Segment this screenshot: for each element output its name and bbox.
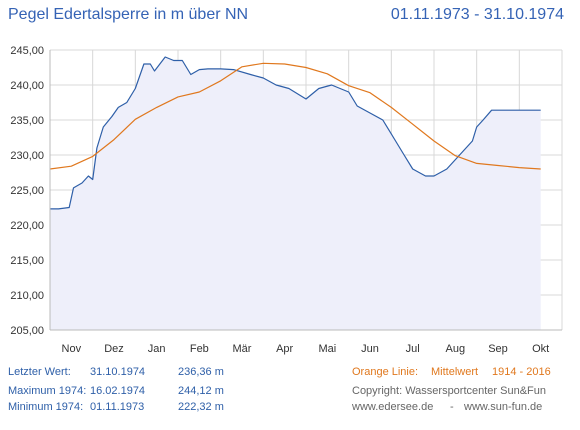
x-tick-label: Mär: [233, 343, 252, 355]
link-sun-fun[interactable]: www.sun-fun.de: [464, 401, 543, 413]
orange-line-years: 1914 - 2016: [492, 366, 551, 378]
max-value: 244,12 m: [178, 385, 224, 397]
x-tick-label: Mai: [318, 343, 336, 355]
y-tick-label: 240,00: [10, 80, 44, 92]
y-tick-label: 220,00: [10, 220, 44, 232]
link-edersee[interactable]: www.edersee.de: [352, 401, 434, 413]
x-tick-label: Jul: [406, 343, 420, 355]
series-line-0: [50, 56, 541, 210]
last-value-date: 31.10.1974: [90, 366, 146, 378]
x-tick-label: Okt: [532, 343, 549, 355]
water-level-chart: 205,00 210,00 215,00 220,00 225,00 230,00 235,…: [10, 45, 563, 355]
x-tick-label: Feb: [190, 343, 209, 355]
link-separator: -: [450, 401, 454, 413]
min-label: Minimum 1974:: [8, 401, 84, 413]
y-tick-label: 230,00: [10, 150, 44, 162]
last-value-label: Letzter Wert:: [8, 366, 71, 378]
chart-title: Pegel Edertalsperre in m über NN: [8, 6, 249, 23]
min-value: 222,32 m: [178, 401, 224, 413]
y-tick-label: 210,00: [10, 290, 44, 302]
y-tick-label: 215,00: [10, 255, 44, 267]
copyright: Copyright: Wassersportcenter Sun&Fun: [352, 385, 547, 397]
x-tick-label: Apr: [276, 343, 293, 355]
y-tick-label: 205,00: [10, 325, 44, 337]
max-label: Maximum 1974:: [8, 385, 87, 397]
min-date: 01.11.1973: [90, 401, 145, 413]
x-tick-label: Jan: [148, 343, 166, 355]
y-tick-label: 235,00: [10, 115, 44, 127]
max-date: 16.02.1974: [90, 385, 146, 397]
last-value-row: Letzter Wert:: [8, 366, 71, 378]
x-tick-label: Aug: [446, 343, 466, 355]
last-value: 236,36 m: [178, 366, 224, 378]
x-tick-label: Nov: [62, 343, 82, 355]
orange-line-label: Orange Linie:: [352, 366, 419, 378]
date-range: 01.11.1973 - 31.10.1974: [390, 6, 564, 23]
y-tick-label: 245,00: [10, 45, 44, 57]
series-line-1: [49, 62, 541, 170]
series-area-0: [50, 57, 541, 330]
x-tick-label: Jun: [361, 343, 379, 355]
orange-line-desc: Mittelwert: [431, 366, 479, 378]
x-tick-label: Dez: [104, 343, 124, 355]
y-tick-label: 225,00: [10, 185, 44, 197]
x-tick-label: Sep: [488, 343, 508, 355]
